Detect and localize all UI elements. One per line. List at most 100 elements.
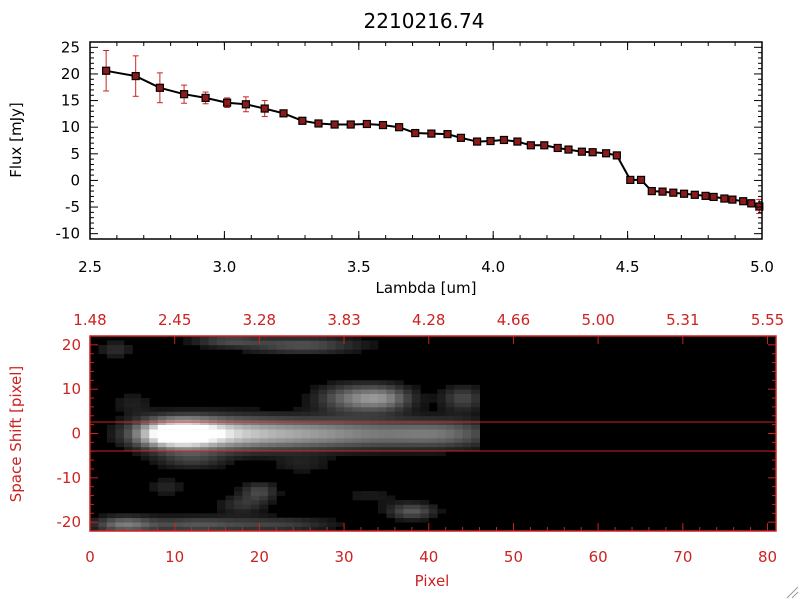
image-pixel (157, 526, 167, 532)
image-pixel (428, 420, 438, 425)
image-pixel (327, 380, 336, 386)
image-pixel (293, 526, 303, 532)
image-pixel (445, 402, 455, 408)
image-pixel (132, 402, 142, 408)
image-pixel (352, 344, 362, 350)
image-pixel (369, 495, 379, 501)
sed-data-point (526, 141, 535, 150)
image-pixel (132, 398, 142, 403)
chart-title: 2210216.74 (364, 9, 485, 33)
image-pixel (217, 411, 226, 417)
image-pixel (403, 433, 413, 439)
image-pixel (411, 415, 421, 421)
image-pixel (403, 442, 413, 448)
image-pixel (140, 433, 150, 439)
image-pixel (378, 420, 387, 425)
image-pixel (267, 429, 277, 434)
image-pixel (166, 486, 176, 492)
image-pixel (217, 424, 226, 430)
image-pixel (386, 393, 396, 399)
image-pixel (335, 340, 345, 346)
image-pixel (361, 429, 370, 434)
sed-x-axis-label: Lambda [um] (376, 279, 477, 297)
image-pixel (293, 336, 303, 341)
image-pixel (327, 344, 336, 350)
image-pixel (276, 491, 286, 496)
image-pixel (149, 517, 159, 523)
image-pixel (293, 429, 303, 434)
image-pixel (166, 424, 176, 430)
image-pixel (420, 504, 430, 510)
image-pixel (191, 464, 201, 470)
image-x-tick-label: 40 (419, 548, 438, 566)
image-pixel (310, 406, 320, 412)
image-pixel (115, 437, 125, 443)
image-pixel (327, 406, 336, 412)
image-pixel (361, 491, 370, 496)
image-pixel (361, 344, 370, 350)
image-pixel (276, 522, 286, 527)
image-pixel (276, 349, 286, 355)
image-pixel (166, 482, 176, 488)
spectrum-image (90, 336, 776, 532)
image-pixel (284, 451, 294, 456)
resize-grip[interactable] (786, 586, 799, 599)
image-pixel (250, 495, 260, 501)
image-pixel (352, 384, 362, 390)
image-pixel (123, 406, 133, 412)
image-pixel (191, 420, 201, 425)
image-pixel (454, 433, 464, 439)
image-pixel (352, 420, 362, 425)
image-pixel (378, 500, 387, 505)
image-pixel (200, 406, 209, 412)
image-pixel (132, 526, 142, 532)
image-pixel (301, 349, 311, 355)
image-pixel (327, 398, 336, 403)
image-pixel (369, 424, 379, 430)
image-pixel (183, 446, 193, 452)
image-pixel (225, 513, 235, 519)
image-pixel (310, 340, 320, 346)
image-pixel (420, 513, 430, 519)
image-pixel (250, 451, 260, 456)
sed-data-point (102, 66, 111, 75)
image-pixel (217, 442, 226, 448)
image-pixel (344, 384, 353, 390)
image-pixel (344, 340, 353, 346)
image-pixel (327, 424, 336, 430)
image-pixel (106, 424, 116, 430)
image-pixel (250, 349, 260, 355)
sed-data-point (728, 195, 737, 204)
image-pixel (267, 442, 277, 448)
image-pixel (369, 380, 379, 386)
image-pixel (310, 336, 320, 341)
image-pixel (420, 446, 430, 452)
image-pixel (293, 469, 303, 474)
image-pixel (208, 526, 218, 532)
image-pixel (234, 504, 243, 510)
image-pixel (208, 455, 218, 461)
image-pixel (403, 446, 413, 452)
sed-data-point (601, 149, 611, 158)
image-pixel (132, 429, 142, 434)
image-pixel (234, 442, 243, 448)
image-pixel (420, 393, 430, 399)
image-pixel (267, 451, 277, 456)
image-pixel (352, 433, 362, 439)
image-pixel (225, 433, 235, 439)
image-pixel (310, 429, 320, 434)
image-pixel (225, 455, 235, 461)
image-pixel (106, 344, 116, 350)
image-pixel (225, 437, 235, 443)
image-pixel (250, 486, 260, 492)
image-pixel (327, 526, 336, 532)
image-pixel (208, 406, 218, 412)
image-pixel (174, 446, 184, 452)
image-pixel (234, 491, 243, 496)
image-pixel (318, 344, 328, 350)
image-pixel (225, 451, 235, 456)
image-pixel (310, 522, 320, 527)
image-pixel (437, 442, 447, 448)
image-pixel (157, 522, 167, 527)
image-pixel (157, 442, 167, 448)
